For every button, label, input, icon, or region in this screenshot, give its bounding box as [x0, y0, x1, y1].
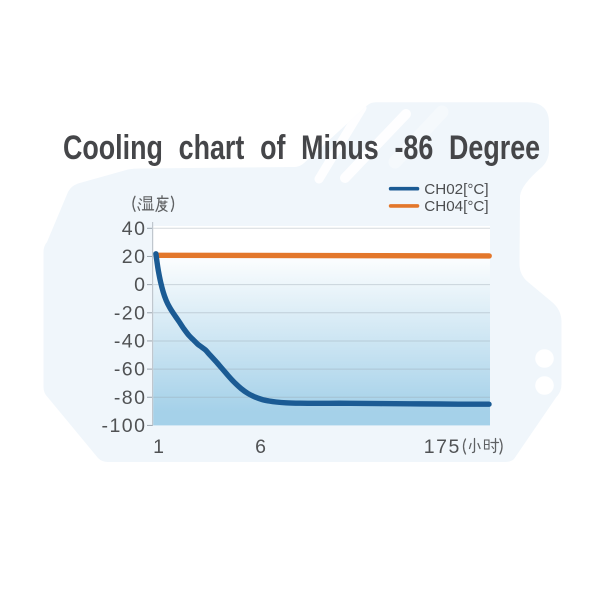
svg-text:1: 1 [153, 436, 165, 458]
svg-text:-20: -20 [114, 302, 147, 324]
svg-text:CH04[°C]: CH04[°C] [424, 198, 488, 215]
svg-text:20: 20 [122, 246, 147, 268]
svg-text:40: 40 [122, 218, 147, 240]
svg-text:-40: -40 [114, 331, 147, 353]
svg-text:-100: -100 [101, 415, 146, 437]
svg-text:-80: -80 [114, 387, 147, 409]
svg-text:0: 0 [134, 274, 146, 296]
svg-text:CH02[°C]: CH02[°C] [424, 181, 488, 198]
svg-text:-60: -60 [114, 359, 147, 381]
svg-text:6: 6 [255, 436, 267, 458]
svg-text:175: 175 [424, 436, 461, 458]
svg-text:Cooling chart of Minus -86 Deg: Cooling chart of Minus -86 Degree [63, 129, 540, 167]
